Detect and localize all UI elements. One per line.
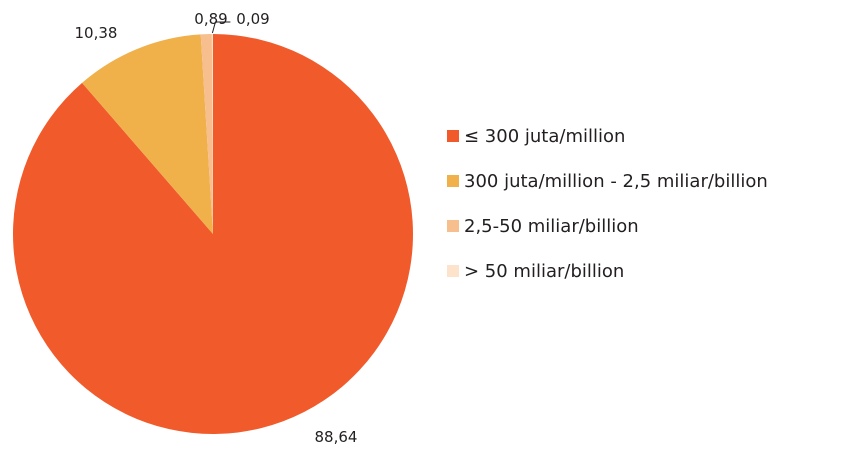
pie-slice-1: [12, 34, 413, 434]
legend-item-4: > 50 miliar/billion: [447, 261, 624, 282]
legend-swatch: [447, 220, 459, 232]
legend: ≤ 300 juta/million 300 juta/million - 2,5…: [447, 126, 768, 282]
legend-swatch: [447, 265, 459, 277]
pie-slices: [12, 33, 413, 434]
slice-value-labels: 88,64 10,38 0,89 0,09: [75, 10, 358, 446]
legend-swatch: [447, 175, 459, 187]
pie-slice-2: [82, 34, 213, 234]
legend-swatch: [447, 130, 459, 142]
pie-slice-3: [200, 34, 213, 234]
slice-value-label-2: 10,38: [75, 24, 118, 42]
legend-label: ≤ 300 juta/million: [464, 126, 625, 147]
slice-value-label-4: 0,09: [236, 10, 269, 28]
legend-item-1: ≤ 300 juta/million: [447, 126, 625, 147]
legend-label: 300 juta/million - 2,5 miliar/billion: [464, 171, 768, 192]
legend-label: 2,5-50 miliar/billion: [464, 216, 639, 237]
legend-item-3: 2,5-50 miliar/billion: [447, 216, 639, 237]
legend-label: > 50 miliar/billion: [464, 261, 624, 282]
pie-slice-4: [211, 33, 213, 234]
leader-line: [211, 21, 231, 34]
slice-value-label-1: 88,64: [315, 428, 358, 446]
slice-value-label-3: 0,89: [194, 10, 227, 28]
leader-lines: [211, 21, 231, 34]
legend-item-2: 300 juta/million - 2,5 miliar/billion: [447, 171, 768, 192]
